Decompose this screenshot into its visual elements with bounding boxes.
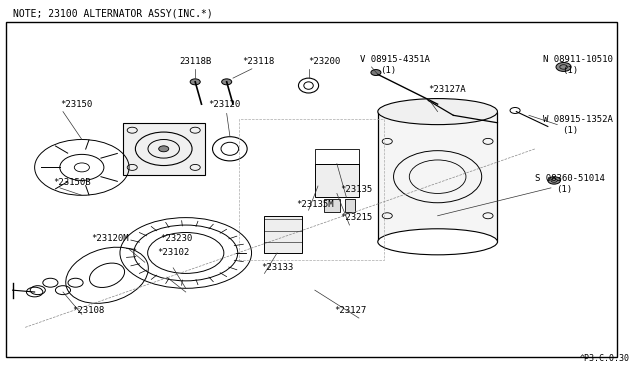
Ellipse shape [378, 229, 497, 255]
Text: *23135M: *23135M [296, 200, 333, 209]
Text: *23135: *23135 [340, 185, 372, 194]
Circle shape [221, 79, 232, 85]
Text: V 08915-4351A: V 08915-4351A [360, 55, 430, 64]
Text: *23133: *23133 [261, 263, 294, 272]
Text: (1): (1) [563, 126, 579, 135]
Text: *23127A: *23127A [428, 85, 466, 94]
Bar [345, 199, 355, 212]
Bar [239, 119, 384, 260]
Bar [264, 216, 302, 253]
Text: N 08911-10510: N 08911-10510 [543, 55, 612, 64]
Circle shape [548, 177, 561, 184]
Text: *23120M: *23120M [92, 234, 129, 243]
Text: W 08915-1352A: W 08915-1352A [543, 115, 612, 124]
Text: *23120: *23120 [208, 100, 240, 109]
Text: *23215: *23215 [340, 213, 372, 222]
Text: *23150B: *23150B [54, 178, 91, 187]
Text: NOTE; 23100 ALTERNATOR ASSY(INC.*): NOTE; 23100 ALTERNATOR ASSY(INC.*) [13, 9, 212, 19]
Text: *23230: *23230 [161, 234, 193, 243]
Text: ^P3.C.0.30: ^P3.C.0.30 [579, 354, 629, 363]
Text: *23127: *23127 [333, 306, 366, 315]
Text: *23102: *23102 [157, 248, 189, 257]
Circle shape [159, 146, 169, 152]
Bar [315, 164, 359, 197]
Bar [378, 112, 497, 242]
Circle shape [556, 62, 571, 71]
Bar [315, 149, 359, 164]
Text: (1): (1) [556, 185, 572, 194]
Text: S 08360-51014: S 08360-51014 [535, 174, 605, 183]
Text: *23108: *23108 [72, 306, 105, 315]
Text: 23118B: 23118B [179, 57, 212, 66]
Circle shape [371, 70, 381, 76]
Text: *23150: *23150 [60, 100, 92, 109]
Bar [123, 123, 205, 175]
Text: *23118: *23118 [243, 57, 275, 66]
Bar [324, 199, 340, 212]
Text: *23200: *23200 [308, 57, 340, 66]
Circle shape [190, 79, 200, 85]
Text: (1): (1) [380, 66, 396, 75]
Text: (1): (1) [563, 66, 579, 75]
Ellipse shape [378, 99, 497, 125]
